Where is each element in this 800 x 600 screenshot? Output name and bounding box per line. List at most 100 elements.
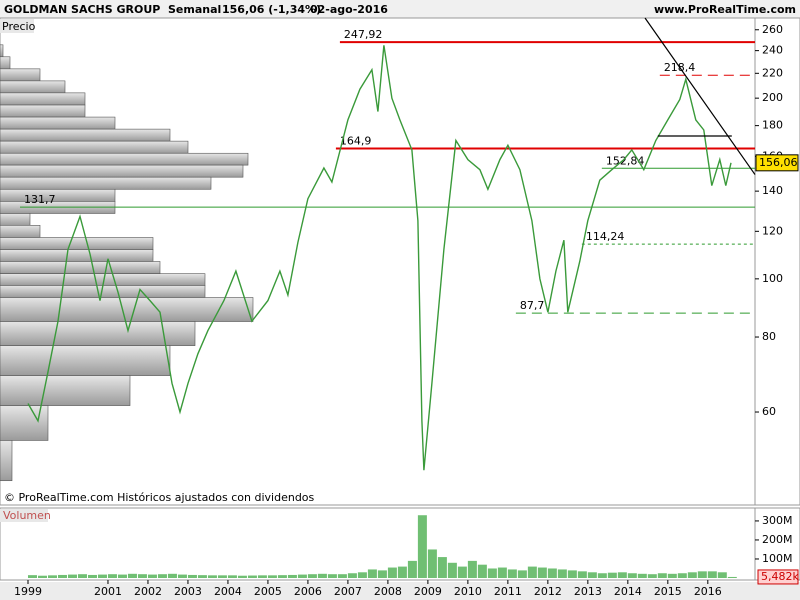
volume-profile-bar	[0, 128, 171, 142]
volume-bar	[617, 572, 627, 578]
volume-profile-bar	[0, 44, 4, 58]
volume-profile-bar	[0, 273, 206, 286]
x-tick-label: 2007	[334, 585, 362, 598]
volume-bar	[257, 575, 267, 578]
volume-bar	[297, 574, 307, 578]
last-volume-box	[757, 569, 799, 585]
volume-bar	[587, 572, 597, 578]
volume-bar	[657, 573, 667, 578]
volume-bar	[397, 566, 407, 578]
volume-bar	[437, 557, 447, 578]
volume-bar	[457, 566, 467, 578]
volume-bar	[87, 574, 97, 578]
volume-bar	[37, 575, 47, 578]
volume-profile-bar	[0, 116, 116, 130]
volume-bar	[197, 575, 207, 578]
volume-profile-bar	[0, 56, 11, 70]
y-tick-label: 80	[762, 330, 776, 343]
volume-bar	[717, 572, 727, 578]
volume-bar	[317, 573, 327, 578]
volume-bar	[237, 575, 247, 578]
volume-profile-bar	[0, 104, 86, 118]
x-tick-label: 2002	[134, 585, 162, 598]
volume-profile-bar	[0, 80, 66, 94]
x-tick-label: 2012	[534, 585, 562, 598]
y-tick-label: 260	[762, 23, 783, 36]
volume-bar	[427, 549, 437, 578]
symbol: GOLDMAN SACHS GROUP	[4, 3, 160, 16]
volume-bar	[697, 571, 707, 578]
volume-bar	[337, 574, 347, 578]
volume-bar	[277, 575, 287, 578]
panel-tag	[0, 19, 34, 33]
volume-bar	[367, 569, 377, 578]
volume-bar	[487, 568, 497, 578]
volume-profile-bar	[0, 164, 244, 178]
x-tick-label: 2015	[654, 585, 682, 598]
volume-bar	[167, 573, 177, 578]
y-tick-label: 140	[762, 184, 783, 197]
volume-profile-bar	[0, 176, 212, 190]
quote: 156,06 (-1,34%)	[222, 3, 321, 16]
volume-profile-bar	[0, 405, 49, 441]
volume-bar	[57, 574, 67, 578]
period: Semanal	[168, 3, 221, 16]
volume-bar	[477, 564, 487, 578]
level-label: 114,24	[586, 230, 625, 243]
volume-bar	[647, 574, 657, 578]
volume-bar	[147, 574, 157, 578]
level-label: 131,7	[24, 193, 56, 206]
volume-bar	[387, 567, 397, 578]
y-tick-label: 240	[762, 44, 783, 57]
volume-bar	[667, 573, 677, 578]
panel-tag	[0, 509, 48, 522]
source-note: © ProRealTime.com Históricos ajustados c…	[4, 491, 315, 504]
x-tick-label: 2011	[494, 585, 522, 598]
x-tick-label: 2005	[254, 585, 282, 598]
x-tick-label: 2006	[294, 585, 322, 598]
volume-profile-bar	[0, 92, 86, 106]
y-tick-label: 220	[762, 66, 783, 79]
x-tick-label: 2001	[94, 585, 122, 598]
volume-bar	[177, 574, 187, 578]
x-tick-label: 2016	[694, 585, 722, 598]
volume-bar	[77, 574, 87, 578]
price-axis	[754, 17, 800, 506]
volume-bar	[517, 570, 527, 578]
volume-profile-bar	[0, 188, 116, 202]
x-tick-label: 2009	[414, 585, 442, 598]
volume-bar	[97, 574, 107, 578]
volume-profile-bar	[0, 375, 131, 406]
volume-bar	[227, 575, 237, 578]
x-tick-label: 2010	[454, 585, 482, 598]
volume-bar	[157, 574, 167, 578]
volume-bar	[687, 572, 697, 578]
volume-panel	[0, 507, 756, 581]
volume-profile-bar	[0, 140, 189, 154]
y-tick-label: 200	[762, 91, 783, 104]
volume-bar	[287, 574, 297, 578]
x-tick-label: 1999	[14, 585, 42, 598]
volume-bar	[117, 574, 127, 578]
volume-bar	[127, 573, 137, 578]
volume-bar	[407, 560, 417, 578]
volume-bar	[577, 571, 587, 578]
volume-bar	[67, 574, 77, 578]
x-tick-label: 2003	[174, 585, 202, 598]
volume-bar	[307, 574, 317, 578]
volume-bar	[357, 572, 367, 578]
volume-bar	[247, 575, 257, 578]
volume-bar	[327, 574, 337, 578]
volume-bar	[677, 573, 687, 578]
volume-bar	[447, 562, 457, 578]
volume-profile-bar	[0, 440, 13, 482]
volume-bar	[597, 573, 607, 578]
volume-bar	[137, 574, 147, 578]
date: 02-ago-2016	[310, 3, 388, 16]
volume-bar	[547, 568, 557, 578]
last-price-box	[755, 154, 799, 172]
volume-profile-bar	[0, 249, 154, 262]
y-tick-label: 180	[762, 119, 783, 132]
volume-bar	[637, 573, 647, 578]
volume-bar	[497, 567, 507, 578]
